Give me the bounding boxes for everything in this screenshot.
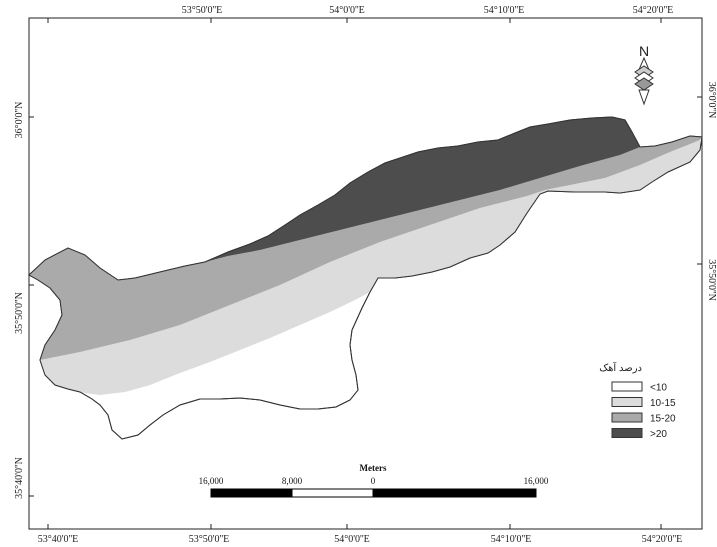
- north-arrow-icon: N: [634, 43, 654, 106]
- top-tick-label: 54°0'0''E: [329, 5, 365, 16]
- zone-10-15: [40, 140, 700, 395]
- legend-swatch: [611, 412, 643, 423]
- scale-segment-2: [291, 488, 374, 498]
- scale-label: 0: [371, 476, 376, 486]
- legend-label: 10-15: [650, 398, 676, 409]
- right-tick-label: 35°50'0''N: [706, 259, 717, 301]
- bottom-axis: 53°40'0''E 53°50'0''E 54°0'0''E 54°10'0'…: [38, 524, 683, 545]
- top-axis: 53°50'0''E 54°0'0''E 54°10'0''E 54°20'0'…: [47, 5, 674, 23]
- scale-label: 8,000: [282, 476, 303, 486]
- scale-label: 16,000: [524, 476, 549, 486]
- top-tick-label: 53°50'0''E: [182, 5, 223, 16]
- left-tick-label: 35°40'0''N: [14, 457, 25, 499]
- legend-label: >20: [650, 429, 667, 440]
- legend-label: 15-20: [650, 414, 676, 425]
- right-axis: 36°0'0''N 35°50'0''N: [697, 82, 717, 301]
- scale-label: 16,000: [199, 476, 224, 486]
- scale-segment-3: [372, 488, 537, 498]
- watershed-outline: [28, 116, 703, 440]
- legend-swatch: [611, 397, 643, 407]
- legend: درصد آهک <10 10-15 15-20 >20: [599, 361, 676, 440]
- map-frame: [28, 17, 703, 530]
- legend-title: درصد آهک: [599, 361, 642, 374]
- right-tick-label: 36°0'0''N: [706, 82, 717, 119]
- legend-swatch: [611, 428, 643, 438]
- scale-bar: Meters 16,000 8,000 0 16,000: [199, 463, 549, 498]
- legend-label: <10: [650, 383, 667, 394]
- bottom-tick-label: 54°0'0''E: [334, 534, 370, 545]
- bottom-tick-label: 53°40'0''E: [38, 534, 79, 545]
- scale-segment-1: [210, 488, 293, 498]
- left-tick-label: 35°50'0''N: [14, 292, 25, 334]
- zone-gt20: [205, 117, 640, 262]
- legend-swatch: [611, 381, 643, 392]
- north-label: N: [639, 43, 649, 59]
- watershed: [28, 116, 703, 440]
- left-tick-label: 36°0'0''N: [14, 102, 25, 139]
- top-tick-label: 54°20'0''E: [633, 5, 674, 16]
- scale-bar-title: Meters: [360, 463, 387, 473]
- left-axis: 36°0'0''N 35°50'0''N 35°40'0''N: [14, 102, 34, 499]
- bottom-tick-label: 54°10'0''E: [491, 534, 532, 545]
- bottom-tick-label: 53°50'0''E: [189, 534, 230, 545]
- top-tick-label: 54°10'0''E: [484, 5, 525, 16]
- zone-15-20: [29, 136, 702, 360]
- bottom-tick-label: 54°20'0''E: [642, 534, 683, 545]
